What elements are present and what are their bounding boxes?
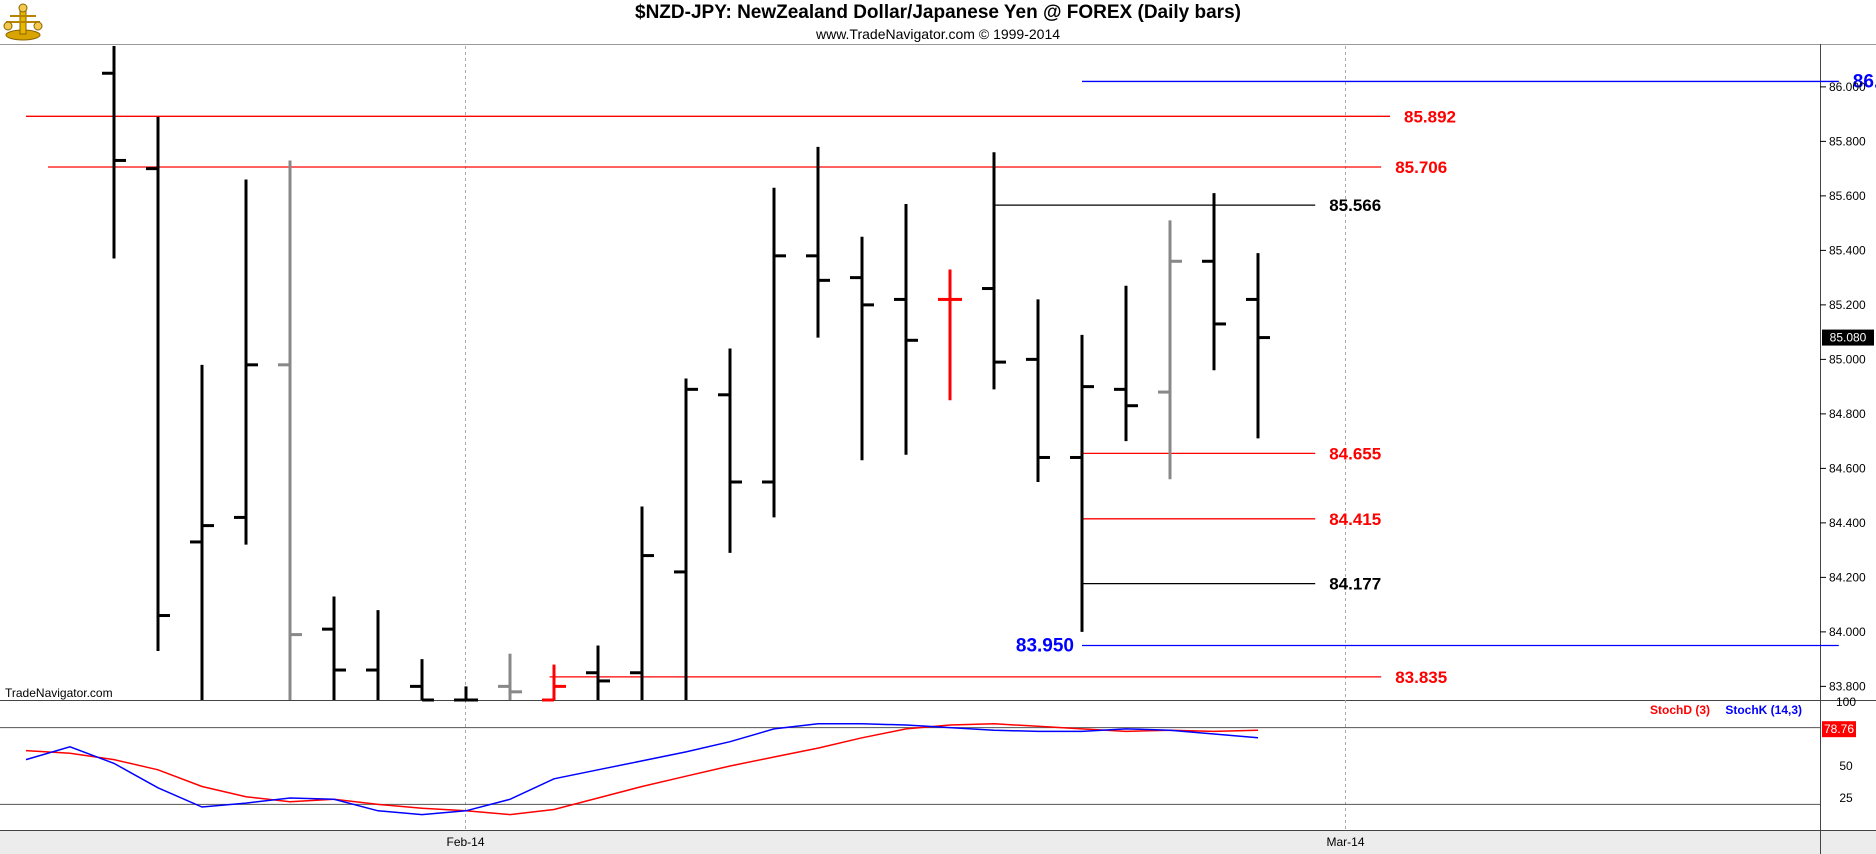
- watermark-text: TradeNavigator.com: [5, 686, 113, 700]
- level-label: 83.950: [1016, 636, 1074, 657]
- price-axis-panel: [1820, 44, 1876, 854]
- level-label: 84.415: [1329, 510, 1381, 529]
- ohlc-bar: [410, 659, 434, 702]
- ohlc-bar: [498, 653, 522, 700]
- level-label: 85.892: [1404, 107, 1456, 126]
- ohlc-bar: [674, 378, 698, 700]
- stoch-k-line: [25, 723, 1259, 816]
- y-tick-label: 84.200: [1829, 570, 1866, 584]
- ohlc-bar: [190, 364, 214, 700]
- ohlc-bar: [322, 596, 346, 700]
- ohlc-bar: [146, 116, 170, 651]
- ohlc-bar: [586, 645, 610, 700]
- ohlc-bar: [1158, 220, 1182, 480]
- ohlc-bar: [1202, 193, 1226, 371]
- y-tick-label: 85.400: [1829, 243, 1866, 257]
- y-tick-label: 83.800: [1829, 679, 1866, 693]
- y-tick-label: 84.000: [1829, 625, 1866, 639]
- y-tick-label: 86.000: [1829, 80, 1866, 94]
- y-tick-label: 84.600: [1829, 461, 1866, 475]
- ohlc-bar: [366, 610, 380, 700]
- level-label: 85.566: [1329, 196, 1381, 215]
- ohlc-bar: [1070, 334, 1094, 632]
- stoch-tick-label: 100: [1836, 695, 1856, 709]
- chart-title: $NZD-JPY: NewZealand Dollar/Japanese Yen…: [635, 2, 1241, 23]
- ohlc-bar: [982, 152, 1006, 390]
- ohlc-bar: [454, 686, 478, 702]
- stoch-tick-label: 50: [1839, 759, 1853, 773]
- ohlc-bar: [630, 506, 654, 700]
- ohlc-bar: [1114, 285, 1138, 442]
- y-tick-label: 84.400: [1829, 516, 1866, 530]
- stoch-d-line: [25, 723, 1259, 816]
- stoch-value-box: [1822, 721, 1856, 738]
- y-tick-label: 85.200: [1829, 298, 1866, 312]
- ohlc-bar: [1026, 299, 1050, 482]
- last-price-label: 85.080: [1830, 331, 1867, 345]
- ohlc-bar: [542, 664, 566, 702]
- ohlc-bar: [894, 204, 918, 455]
- x-tick-label: Mar-14: [1326, 835, 1364, 849]
- legend-stoch-d: StochD (3): [1650, 703, 1710, 717]
- x-tick-label: Feb-14: [446, 835, 484, 849]
- last-price-box: [1822, 329, 1874, 346]
- y-tick-label: 85.600: [1829, 189, 1866, 203]
- ohlc-bar: [938, 269, 962, 401]
- level-label: 84.655: [1329, 444, 1381, 463]
- chart-subtitle: www.TradeNavigator.com © 1999-2014: [815, 26, 1061, 42]
- chart-header: $NZD-JPY: NewZealand Dollar/Japanese Yen…: [0, 0, 1876, 46]
- level-label: 86.020: [1853, 71, 1876, 92]
- ohlc-bar: [234, 179, 258, 545]
- ohlc-bar: [102, 46, 126, 259]
- ohlc-bar: [278, 160, 302, 700]
- level-label: 83.835: [1395, 668, 1447, 687]
- stoch-value-label: 78.76: [1824, 722, 1854, 736]
- level-label: 85.706: [1395, 158, 1447, 177]
- legend-stoch-k: StochK (14,3): [1725, 703, 1802, 717]
- ohlc-bar: [718, 348, 742, 553]
- ohlc-bar: [850, 236, 874, 461]
- time-axis-panel: [0, 830, 1876, 854]
- ohlc-bar: [762, 187, 786, 518]
- y-tick-label: 85.800: [1829, 134, 1866, 148]
- chart-background: [0, 44, 1876, 854]
- trade-navigator-logo-icon: [2, 2, 44, 42]
- level-label: 84.177: [1329, 575, 1381, 594]
- ohlc-bar: [806, 146, 830, 338]
- y-tick-label: 85.000: [1829, 352, 1866, 366]
- y-tick-label: 84.800: [1829, 407, 1866, 421]
- stoch-tick-label: 25: [1839, 791, 1853, 805]
- ohlc-bar: [1246, 253, 1270, 439]
